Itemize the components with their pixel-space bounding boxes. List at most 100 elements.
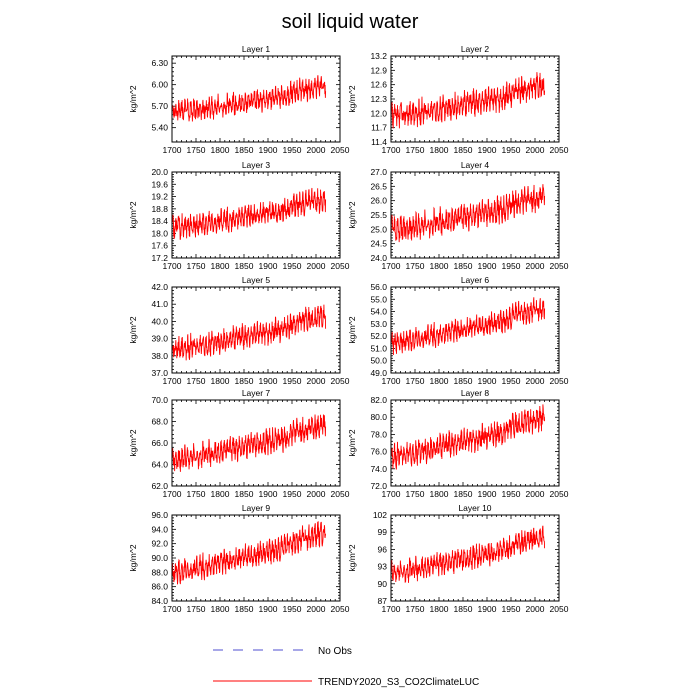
x-tick-label: 1900 (259, 489, 278, 499)
y-tick-label: 90 (378, 579, 388, 589)
x-tick-label: 2050 (550, 489, 569, 499)
panel-title: Layer 5 (242, 275, 271, 285)
y-tick-label: 26.0 (370, 196, 387, 206)
y-tick-label: 42.0 (151, 282, 168, 292)
y-tick-label: 24.5 (370, 239, 387, 249)
panel-title: Layer 3 (242, 160, 271, 170)
panel-title: Layer 8 (461, 388, 490, 398)
y-tick-label: 56.0 (370, 282, 387, 292)
y-axis-label: kg/m^2 (128, 429, 138, 456)
x-tick-label: 2000 (526, 145, 545, 155)
x-tick-label: 1900 (478, 145, 497, 155)
panel-layer-8: Layer 8 kg/m^2 1700 1750 1800 1850 1900 1950 200… (347, 388, 569, 499)
y-tick-label: 76.0 (370, 447, 387, 457)
panel-layer-6: Layer 6 kg/m^2 1700 1750 1800 1850 1900 1950 200… (347, 275, 569, 386)
y-tick-label: 64.0 (151, 460, 168, 470)
x-tick-label: 1900 (478, 604, 497, 614)
y-tick-label: 96.0 (151, 510, 168, 520)
x-tick-label: 1750 (406, 489, 425, 499)
y-tick-label: 37.0 (151, 368, 168, 378)
series-line (172, 414, 327, 472)
panel-title: Layer 9 (242, 503, 271, 513)
y-axis-label: kg/m^2 (347, 316, 357, 343)
series-line (172, 521, 327, 585)
panel-title: Layer 4 (461, 160, 490, 170)
y-tick-label: 78.0 (370, 429, 387, 439)
x-tick-label: 2000 (526, 376, 545, 386)
y-tick-label: 12.0 (370, 108, 387, 118)
series-line (391, 184, 546, 243)
x-tick-label: 2000 (307, 376, 326, 386)
y-tick-label: 19.6 (151, 179, 168, 189)
x-tick-label: 1950 (283, 376, 302, 386)
y-tick-label: 93 (378, 562, 388, 572)
x-tick-label: 2000 (307, 604, 326, 614)
panel-layer-4: Layer 4 kg/m^2 1700 1750 1800 1850 1900 1950 200… (347, 160, 569, 271)
x-tick-label: 1850 (454, 489, 473, 499)
y-tick-label: 26.5 (370, 181, 387, 191)
panel-layer-7: Layer 7 kg/m^2 1700 1750 1800 1850 1900 1950 200… (128, 388, 350, 499)
panel-title: Layer 2 (461, 44, 490, 54)
x-tick-label: 2050 (550, 604, 569, 614)
y-tick-label: 52.0 (370, 331, 387, 341)
y-axis-label: kg/m^2 (347, 201, 357, 228)
x-tick-label: 1950 (502, 604, 521, 614)
x-tick-label: 1850 (235, 604, 254, 614)
y-tick-label: 19.2 (151, 192, 168, 202)
x-tick-label: 1700 (382, 261, 401, 271)
y-tick-label: 20.0 (151, 167, 168, 177)
y-tick-label: 6.30 (151, 58, 168, 68)
x-tick-label: 1850 (235, 145, 254, 155)
panel-title: Layer 10 (458, 503, 491, 513)
y-tick-label: 66.0 (151, 438, 168, 448)
x-tick-label: 2050 (550, 261, 569, 271)
plot-frame (171, 55, 341, 143)
x-tick-label: 1700 (163, 261, 182, 271)
plot-frame (390, 399, 560, 487)
series-line (172, 75, 327, 122)
plot-frame (171, 514, 341, 602)
y-tick-label: 17.2 (151, 253, 168, 263)
y-axis-label: kg/m^2 (347, 544, 357, 571)
panel-layer-9: Layer 9 kg/m^2 1700 1750 1800 1850 1900 1950 200… (128, 503, 350, 614)
x-tick-label: 1950 (283, 604, 302, 614)
x-tick-label: 1950 (283, 489, 302, 499)
y-tick-label: 13.2 (370, 51, 387, 61)
x-tick-label: 2050 (331, 376, 350, 386)
y-axis-label: kg/m^2 (347, 429, 357, 456)
x-tick-label: 2050 (550, 376, 569, 386)
y-tick-label: 17.6 (151, 241, 168, 251)
y-tick-label: 72.0 (370, 481, 387, 491)
x-tick-label: 2050 (331, 261, 350, 271)
x-tick-label: 1750 (187, 145, 206, 155)
y-tick-label: 41.0 (151, 299, 168, 309)
y-tick-label: 25.5 (370, 210, 387, 220)
legend-label-model: TRENDY2020_S3_CO2ClimateLUC (318, 677, 479, 688)
x-tick-label: 2000 (526, 261, 545, 271)
y-tick-label: 18.8 (151, 204, 168, 214)
x-tick-label: 2000 (526, 489, 545, 499)
x-tick-label: 1800 (430, 376, 449, 386)
panel-title: Layer 6 (461, 275, 490, 285)
legend: No Obs TRENDY2020_S3_CO2ClimateLUC (213, 646, 479, 688)
plot-frame (171, 171, 341, 259)
x-tick-label: 1800 (430, 261, 449, 271)
y-tick-label: 12.3 (370, 94, 387, 104)
x-tick-label: 1850 (454, 145, 473, 155)
x-tick-label: 1900 (478, 376, 497, 386)
y-tick-label: 11.7 (371, 123, 387, 133)
x-tick-label: 1800 (211, 261, 230, 271)
x-tick-label: 1750 (187, 261, 206, 271)
x-tick-label: 1800 (430, 145, 449, 155)
y-tick-label: 11.4 (371, 137, 387, 147)
y-tick-label: 74.0 (370, 464, 387, 474)
x-tick-label: 1800 (211, 604, 230, 614)
y-tick-label: 53.0 (370, 319, 387, 329)
y-tick-label: 5.40 (151, 123, 168, 133)
x-tick-label: 1950 (502, 489, 521, 499)
y-tick-label: 92.0 (151, 539, 168, 549)
plot-frame (171, 399, 341, 487)
y-tick-label: 49.0 (370, 368, 387, 378)
y-tick-label: 68.0 (151, 417, 168, 427)
